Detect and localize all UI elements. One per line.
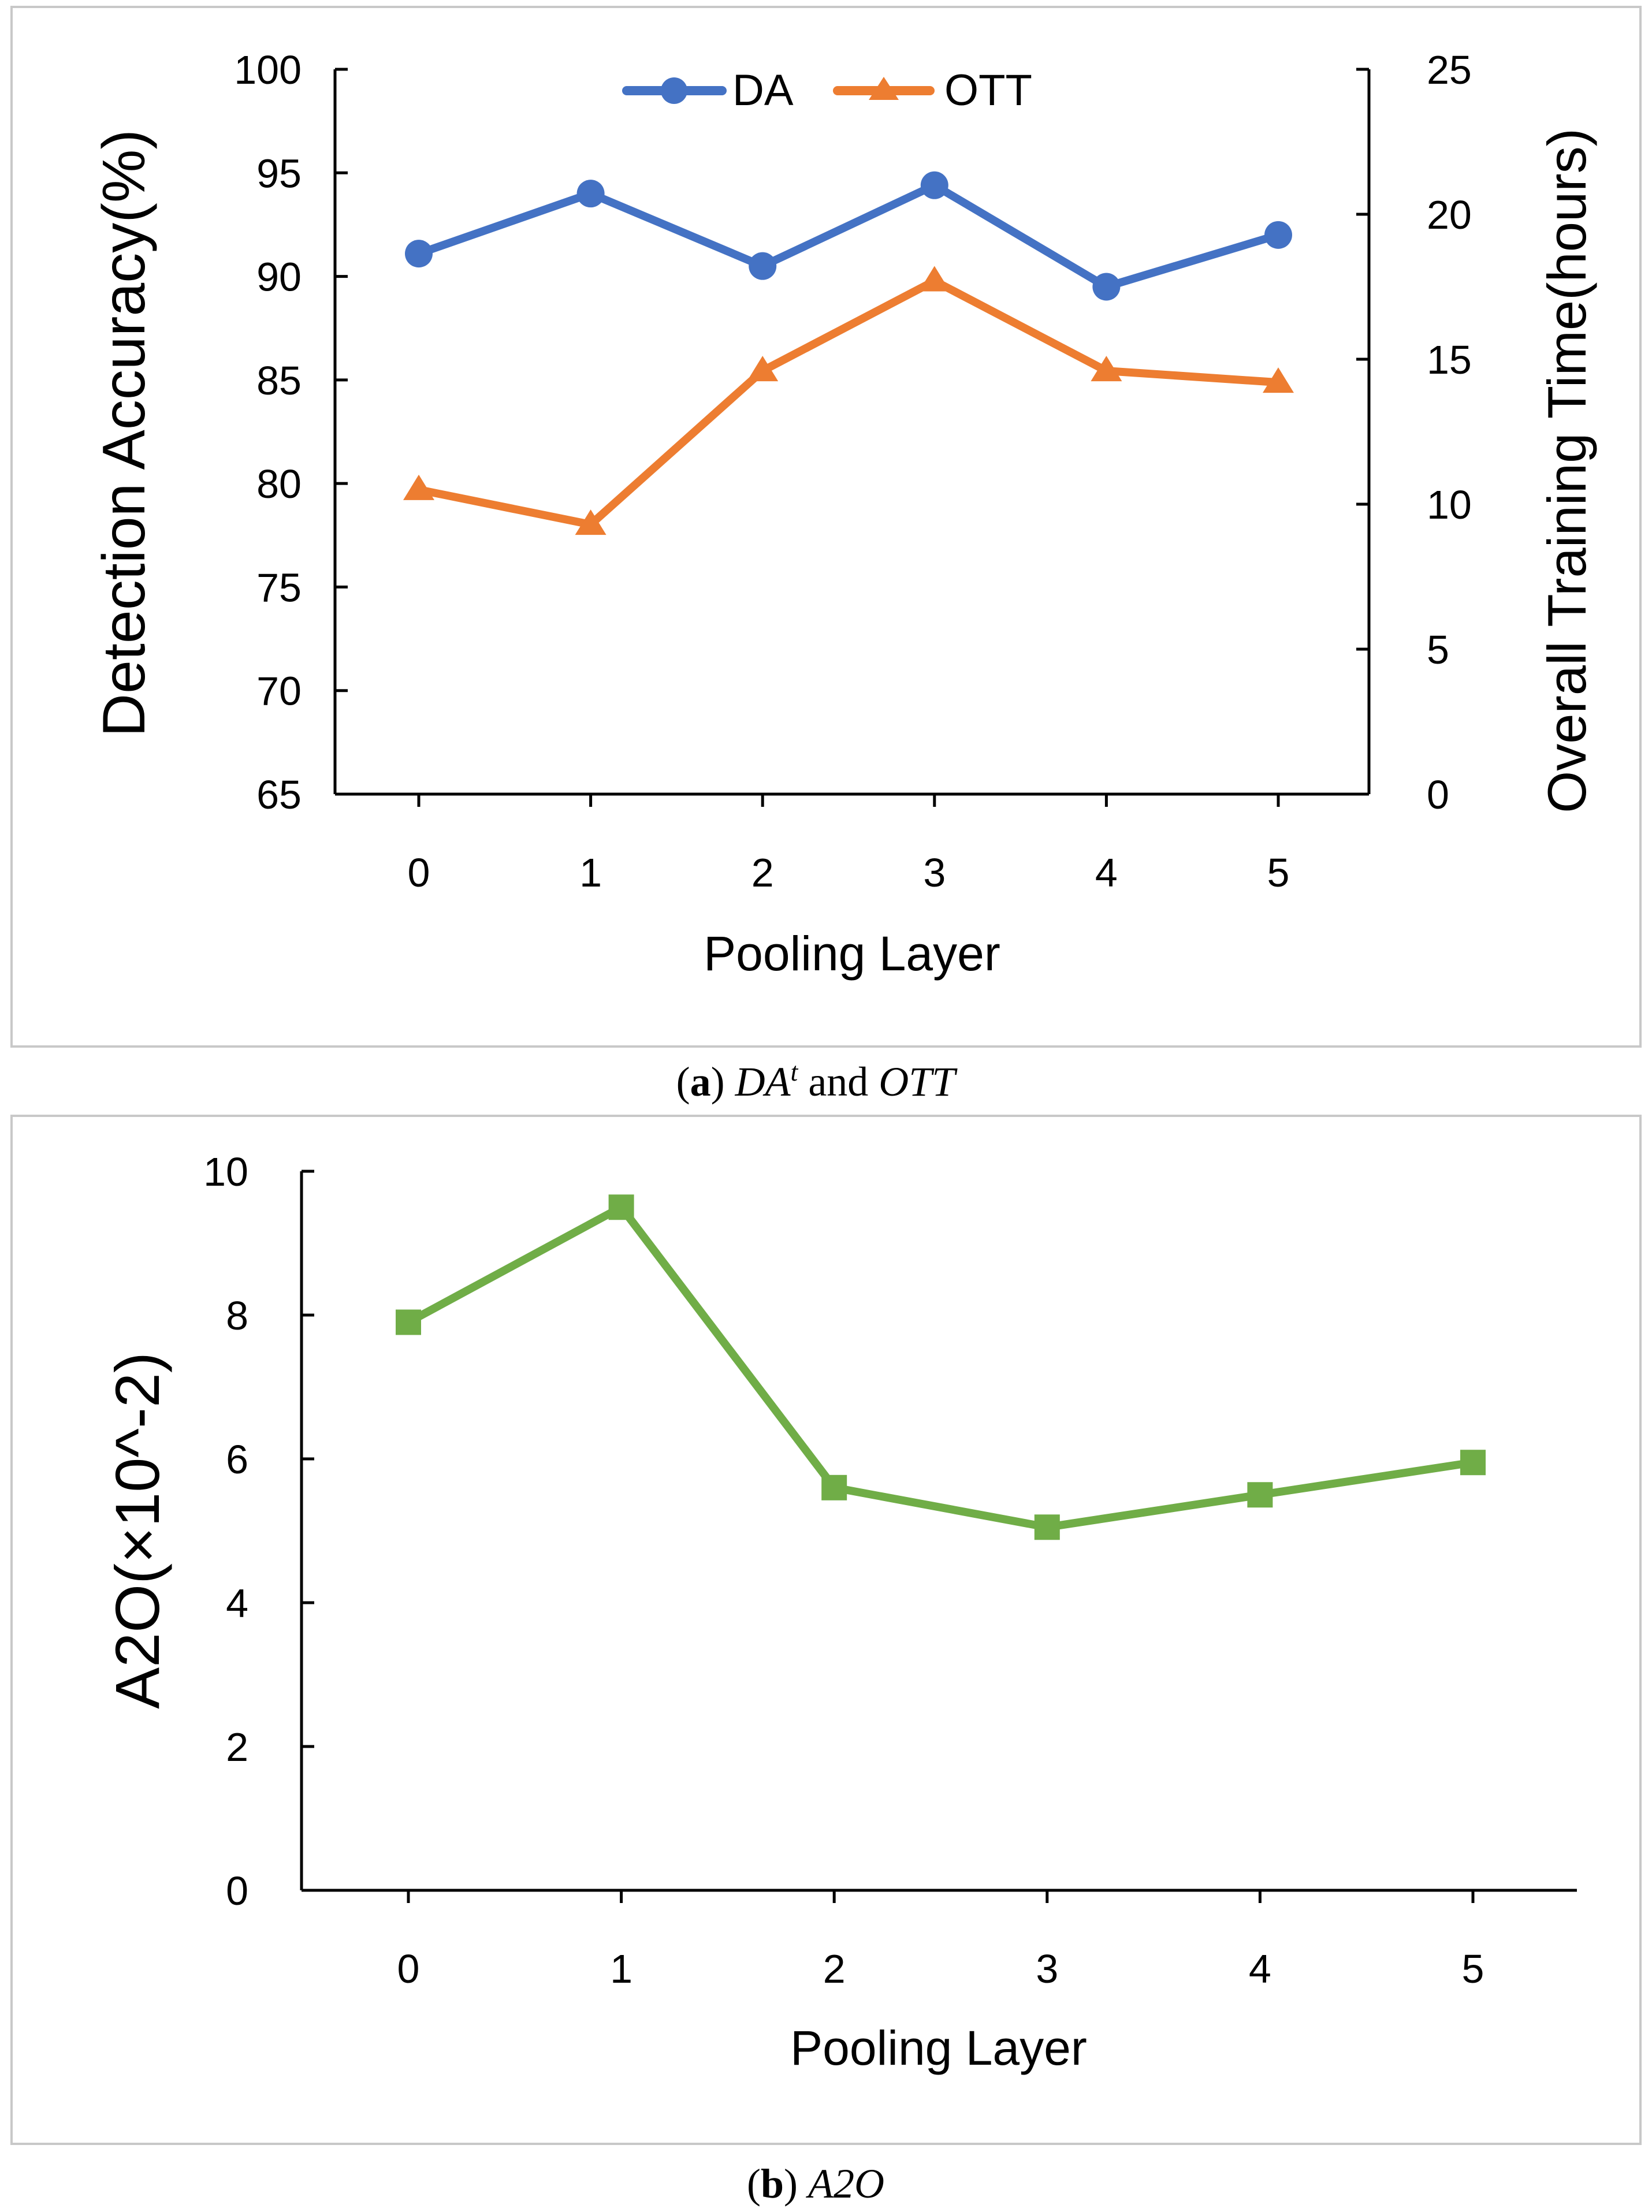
b-a2o-point	[608, 1194, 634, 1220]
a-left-tick-label: 80	[256, 461, 302, 507]
a-series-da-line	[417, 181, 1280, 291]
a-ott-point	[1091, 356, 1122, 382]
a-x-tick-label: 1	[579, 850, 602, 895]
a-left-tick-label: 85	[256, 358, 302, 403]
a-x-tick-label: 5	[1267, 850, 1290, 895]
a-left-tick-label: 95	[256, 151, 302, 196]
a-left-tick-label: 90	[256, 255, 302, 300]
a-left-tick-label: 75	[256, 565, 302, 610]
legend-ott-marker	[869, 77, 899, 100]
panel-b-border	[10, 1115, 1642, 2145]
b-y-tick-label: 8	[226, 1293, 248, 1338]
caption-b: (b) A2O	[747, 2161, 884, 2207]
b-x-tick-label: 4	[1249, 1946, 1271, 1991]
a-right-tick-label: 20	[1427, 192, 1472, 237]
b-a2o-point	[1247, 1482, 1273, 1508]
a-right-y-axis-title: Overall Training Time(hours)	[1536, 128, 1597, 813]
a-right-tick-label: 0	[1427, 772, 1449, 817]
caption-b-name: A2O	[806, 2161, 884, 2207]
b-y-tick-label: 10	[203, 1149, 248, 1194]
a-left-tick-label: 65	[256, 772, 302, 817]
b-y-tick-label: 4	[226, 1581, 248, 1626]
caption-a-da: DA	[735, 1059, 791, 1105]
b-series-a2o-line	[406, 1203, 1474, 1532]
a-da-point	[920, 171, 948, 199]
caption-a-label: a	[690, 1059, 711, 1105]
legend-da-marker	[661, 77, 687, 104]
legend: DA OTT	[622, 66, 1032, 115]
legend-ott-label: OTT	[944, 66, 1032, 115]
b-y-tick-label: 6	[226, 1437, 248, 1482]
a-left-y-axis-title: Detection Accuracy(%)	[91, 129, 158, 737]
a-x-tick-label: 3	[923, 850, 946, 895]
a-x-axis-title: Pooling Layer	[704, 926, 1000, 981]
a-ott-point	[403, 474, 434, 500]
b-y-tick-label: 2	[226, 1725, 248, 1770]
b-a2o-point	[396, 1309, 421, 1335]
b-x-tick-label: 2	[823, 1946, 846, 1991]
a-x-tick-label: 0	[408, 850, 430, 895]
b-y-tick-label: 0	[226, 1868, 248, 1913]
a-right-tick-label: 10	[1427, 482, 1472, 527]
a-x-tick-label: 2	[751, 850, 774, 895]
a-right-tick-label: 5	[1427, 627, 1449, 672]
b-a2o-point	[1034, 1514, 1060, 1540]
chart-b: 0 2 4 6 8 10 0 1 2 3 4 5 Pooling Layer A2O(×10^-2)	[102, 1149, 1577, 2075]
a-ott-point	[575, 509, 607, 535]
a-da-point	[1264, 221, 1292, 249]
caption-b-label: b	[761, 2161, 784, 2207]
b-x-tick-label: 0	[397, 1946, 420, 1991]
a-da-point	[1092, 273, 1121, 301]
b-a2o-point	[1460, 1450, 1486, 1476]
caption-a-da-sup: t	[791, 1057, 799, 1086]
a-left-tick-label: 70	[256, 669, 302, 714]
a-da-point	[576, 180, 605, 208]
caption-a-and: and	[808, 1059, 868, 1105]
b-x-tick-label: 1	[610, 1946, 632, 1991]
b-x-axis-title: Pooling Layer	[790, 2021, 1087, 2075]
a-right-tick-label: 25	[1427, 47, 1472, 92]
caption-a: (a) DAt and OTT	[676, 1057, 958, 1105]
a-right-tick-label: 15	[1427, 337, 1472, 382]
b-a2o-point	[821, 1474, 847, 1500]
a-ott-point	[747, 356, 779, 382]
panel-a-border	[10, 6, 1642, 1048]
a-series-ott-line	[418, 277, 1279, 529]
legend-da-label: DA	[732, 66, 794, 115]
a-ott-point	[1263, 367, 1294, 393]
caption-a-ott: OTT	[879, 1059, 958, 1105]
b-y-axis-title: A2O(×10^-2)	[102, 1352, 172, 1709]
a-da-point	[405, 240, 433, 268]
a-da-point	[749, 252, 777, 280]
a-x-tick-label: 4	[1095, 850, 1118, 895]
b-x-tick-label: 5	[1462, 1946, 1484, 1991]
a-left-tick-label: 100	[234, 47, 302, 92]
chart-a: 65 70 75 80 85 90 95 100 0 5 10 15 20 25 0 1 2 3 4 5 DA O…	[91, 47, 1597, 981]
b-x-tick-label: 3	[1036, 1946, 1058, 1991]
a-ott-point	[918, 266, 950, 292]
